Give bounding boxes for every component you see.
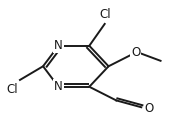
Text: O: O [144,102,153,115]
Text: Cl: Cl [99,8,111,21]
Text: O: O [131,46,140,59]
Text: N: N [54,39,63,52]
Text: Cl: Cl [6,83,18,96]
Text: N: N [54,80,63,93]
